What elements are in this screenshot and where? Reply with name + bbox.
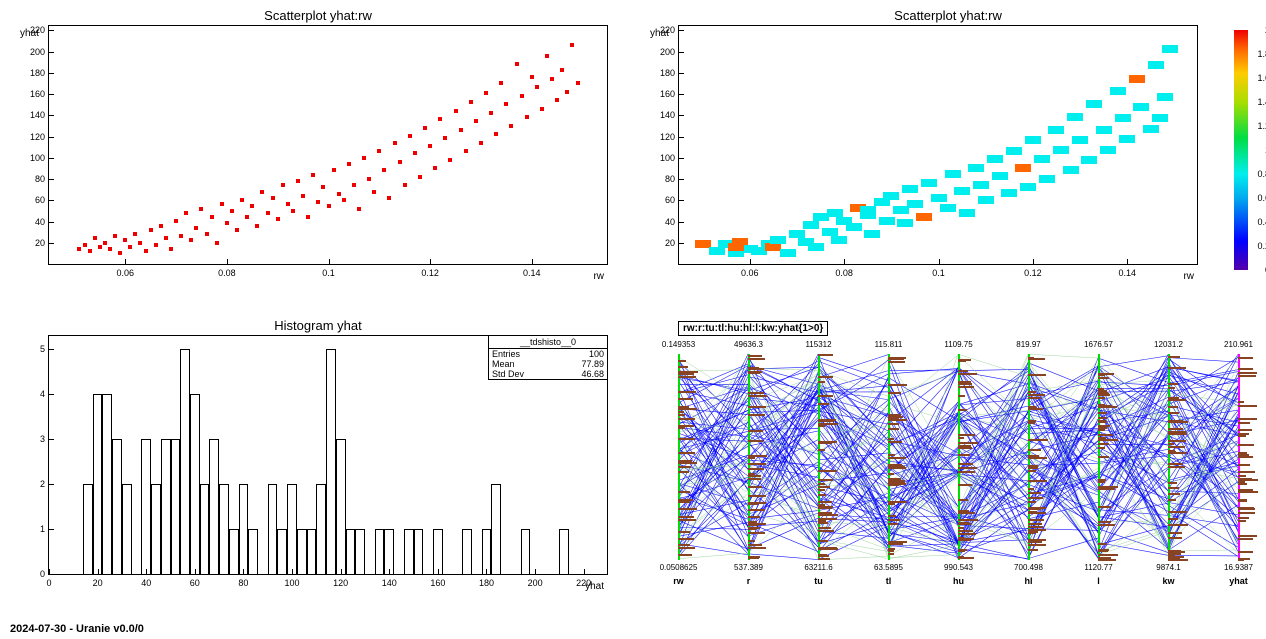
heatmap-plot-area: rw 204060801001201401601802002200.060.08… [678,25,1198,265]
heatmap-xlabel: rw [1183,271,1194,282]
histogram-panel: Histogram yhat yhat __tdshisto__0 Entrie… [8,318,628,608]
heatmap-title: Scatterplot yhat:rw [638,8,1258,23]
stats-name: __tdshisto__0 [489,336,607,349]
heatmap-panel: Scatterplot yhat:rw yhat rw 204060801001… [638,8,1258,308]
parallel-title: rw:r:tu:tl:hu:hl:l:kw:yhat{1>0} [678,321,828,336]
footer-text: 2024-07-30 - Uranie v0.0/0 [10,623,144,635]
stats-box: __tdshisto__0 Entries100 Mean77.89 Std D… [488,335,608,380]
histogram-plot-area: yhat __tdshisto__0 Entries100 Mean77.89 … [48,335,608,575]
colorbar: 00.20.40.60.811.21.41.61.82 [1234,30,1248,270]
scatter-xlabel: rw [593,271,604,282]
histogram-title: Histogram yhat [8,318,628,333]
scatter-title: Scatterplot yhat:rw [8,8,628,23]
parallel-plot-area: 0.149353 0.0508625 rw 49636.3 537.389 r … [678,340,1238,580]
scatter-plot-area: rw 204060801001201401601802002200.060.08… [48,25,608,265]
scatter-panel: Scatterplot yhat:rw yhat rw 204060801001… [8,8,628,308]
parallel-panel: rw:r:tu:tl:hu:hl:l:kw:yhat{1>0} 0.149353… [638,318,1258,608]
